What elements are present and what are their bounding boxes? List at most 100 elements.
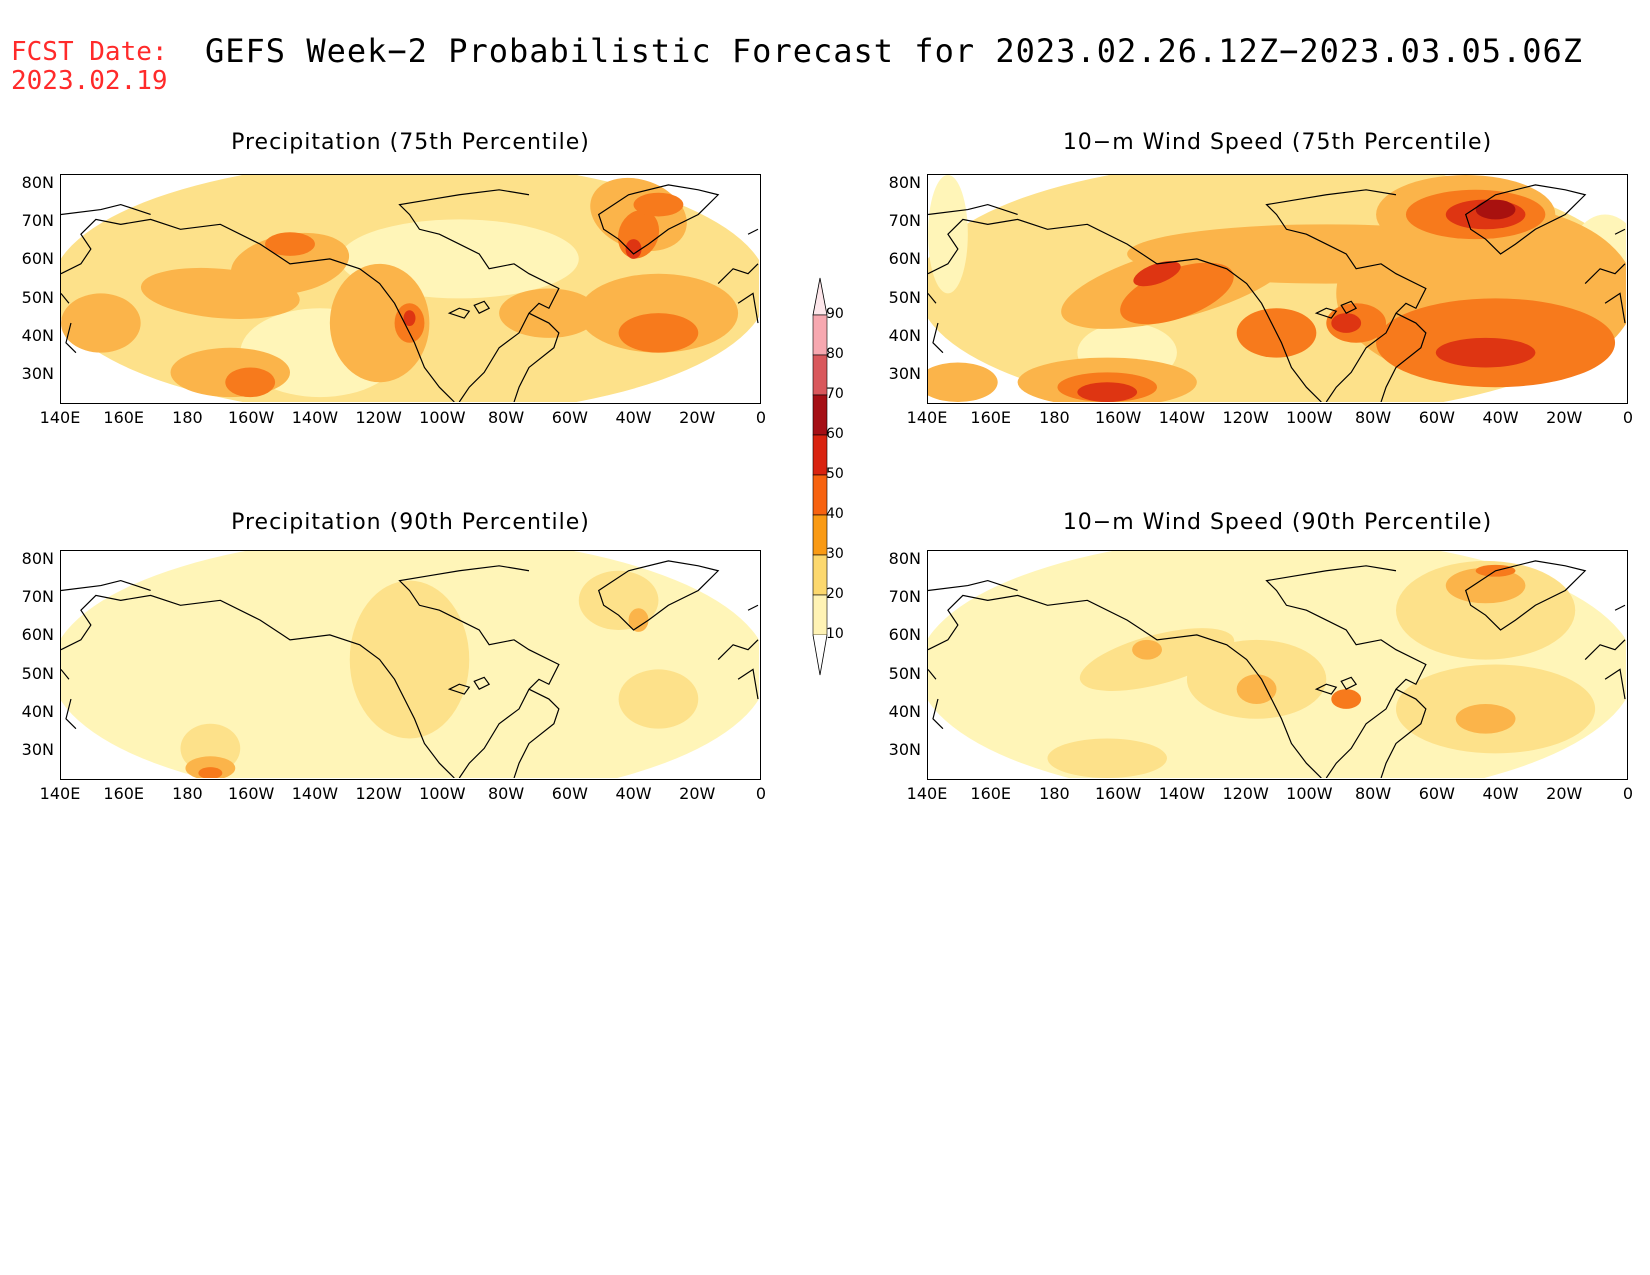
- probability-contour-c20: [1047, 738, 1167, 778]
- map-field: [928, 175, 1626, 402]
- lon-tick-label: 20W: [679, 408, 716, 427]
- map-wind-90: [927, 550, 1628, 780]
- lon-tick-label: 20W: [1546, 784, 1583, 803]
- map-precip-75: [60, 174, 761, 404]
- coastline: [1464, 560, 1587, 631]
- lat-tick-label: 50N: [888, 663, 921, 683]
- lat-tick-label: 30N: [888, 740, 921, 759]
- coastline: [928, 293, 944, 354]
- probability-contour-c20: [618, 669, 699, 729]
- lon-tick-label: 100W: [1286, 784, 1333, 803]
- probability-contour-c40: [265, 232, 315, 256]
- colorbar-swatch: [812, 474, 828, 516]
- coastline: [928, 218, 1322, 402]
- probability-contour-c30: [628, 608, 649, 632]
- lon-tick-label: 160W: [227, 408, 275, 427]
- probability-contour-c20: [1395, 560, 1576, 660]
- panel-title: 10−m Wind Speed (75th Percentile): [1062, 130, 1493, 155]
- coastline: [447, 676, 491, 695]
- coastline: [513, 312, 560, 402]
- coastline: [61, 594, 455, 778]
- lat-tick-label: 60N: [888, 625, 921, 645]
- coastline: [61, 579, 151, 592]
- lon-tick-label: 140E: [906, 784, 948, 803]
- probability-contour-c30: [1455, 703, 1516, 734]
- lon-tick-label: 120W: [355, 408, 402, 427]
- coastline: [717, 228, 759, 324]
- coastline: [61, 293, 77, 354]
- map-field: [61, 551, 759, 778]
- colorbar-swatch: [812, 514, 828, 556]
- lon-tick-label: 160E: [970, 408, 1012, 427]
- lat-tick-label: 80N: [21, 173, 54, 192]
- probability-contour-c50: [403, 310, 416, 327]
- lon-tick-label: 20W: [1546, 408, 1583, 427]
- coastline: [61, 218, 455, 402]
- coastline: [1314, 676, 1358, 695]
- coastline: [928, 669, 944, 730]
- colorbar-tick-label: 50: [826, 466, 844, 482]
- map-wind-75: [927, 174, 1628, 404]
- lat-tick-label: 50N: [21, 663, 54, 683]
- colorbar-tick-label: 30: [826, 546, 844, 562]
- colorbar-tick-label: 80: [826, 346, 844, 362]
- lat-tick-label: 50N: [21, 287, 54, 307]
- lat-tick-label: 60N: [21, 249, 54, 269]
- lat-tick-label: 70N: [21, 211, 54, 231]
- probability-contour-c30: [1132, 639, 1162, 660]
- lon-tick-label: 0: [1622, 408, 1634, 427]
- colorbar-swatch: [812, 554, 828, 596]
- lon-tick-label: 40W: [1482, 408, 1519, 427]
- lat-tick-label: 80N: [888, 549, 921, 568]
- lat-tick-label: 80N: [888, 173, 921, 192]
- colorbar-tick-label: 90: [826, 306, 844, 322]
- panel-precip-90: Precipitation (90th Percentile): [0, 510, 770, 810]
- probability-contour-c50: [1077, 382, 1138, 402]
- lon-tick-label: 40W: [615, 784, 652, 803]
- lon-tick-label: 60W: [1418, 784, 1455, 803]
- lon-tick-label: 180: [1039, 408, 1070, 427]
- probability-contour-c40: [1120, 262, 1234, 325]
- lat-tick-label: 40N: [888, 701, 921, 721]
- lon-tick-label: 160E: [103, 408, 145, 427]
- panel-wind-75: 10−m Wind Speed (75th Percentile): [860, 130, 1630, 430]
- lat-tick-label: 30N: [21, 740, 54, 759]
- lon-tick-label: 140E: [39, 784, 81, 803]
- colorbar: [812, 277, 828, 676]
- lat-tick-label: 70N: [888, 587, 921, 607]
- colorbar-tick-label: 10: [826, 626, 844, 642]
- lon-tick-label: 100W: [1286, 408, 1333, 427]
- lon-tick-label: 80W: [1354, 784, 1392, 803]
- probability-contour-c30: [61, 293, 141, 353]
- colorbar-tick-label: 20: [826, 586, 844, 602]
- probability-contour-c30: [1445, 567, 1526, 604]
- lon-tick-label: 160E: [970, 784, 1012, 803]
- coastline: [928, 203, 1018, 216]
- lon-tick-label: 160W: [1094, 408, 1142, 427]
- forecast-date-label: FCST Date:: [11, 37, 168, 67]
- colorbar-swatch: [812, 354, 828, 396]
- probability-contour-c60: [1475, 199, 1516, 220]
- panel-title: Precipitation (90th Percentile): [231, 510, 590, 535]
- coastline: [928, 594, 1322, 778]
- lat-tick-label: 70N: [21, 587, 54, 607]
- coastline: [928, 579, 1018, 592]
- colorbar-swatch: [812, 594, 828, 636]
- lon-tick-label: 0: [755, 408, 767, 427]
- probability-contour-c40: [618, 313, 699, 353]
- lon-tick-label: 140E: [906, 408, 948, 427]
- lon-tick-label: 0: [755, 784, 767, 803]
- lon-tick-label: 60W: [1418, 408, 1455, 427]
- probability-contour-c20: [1079, 628, 1235, 691]
- lon-tick-label: 80W: [1354, 408, 1392, 427]
- probability-contour-c20: [349, 580, 470, 739]
- probability-contour-c50: [1331, 313, 1362, 333]
- lat-tick-label: 30N: [21, 364, 54, 383]
- coastline: [1464, 184, 1587, 255]
- probability-contour-c30: [329, 263, 430, 383]
- panel-wind-90: 10−m Wind Speed (90th Percentile): [860, 510, 1630, 810]
- map-field: [928, 551, 1626, 778]
- forecast-date: FCST Date: 2023.02.19: [11, 38, 168, 96]
- colorbar-tick-label: 60: [826, 426, 844, 442]
- lat-tick-label: 60N: [888, 249, 921, 269]
